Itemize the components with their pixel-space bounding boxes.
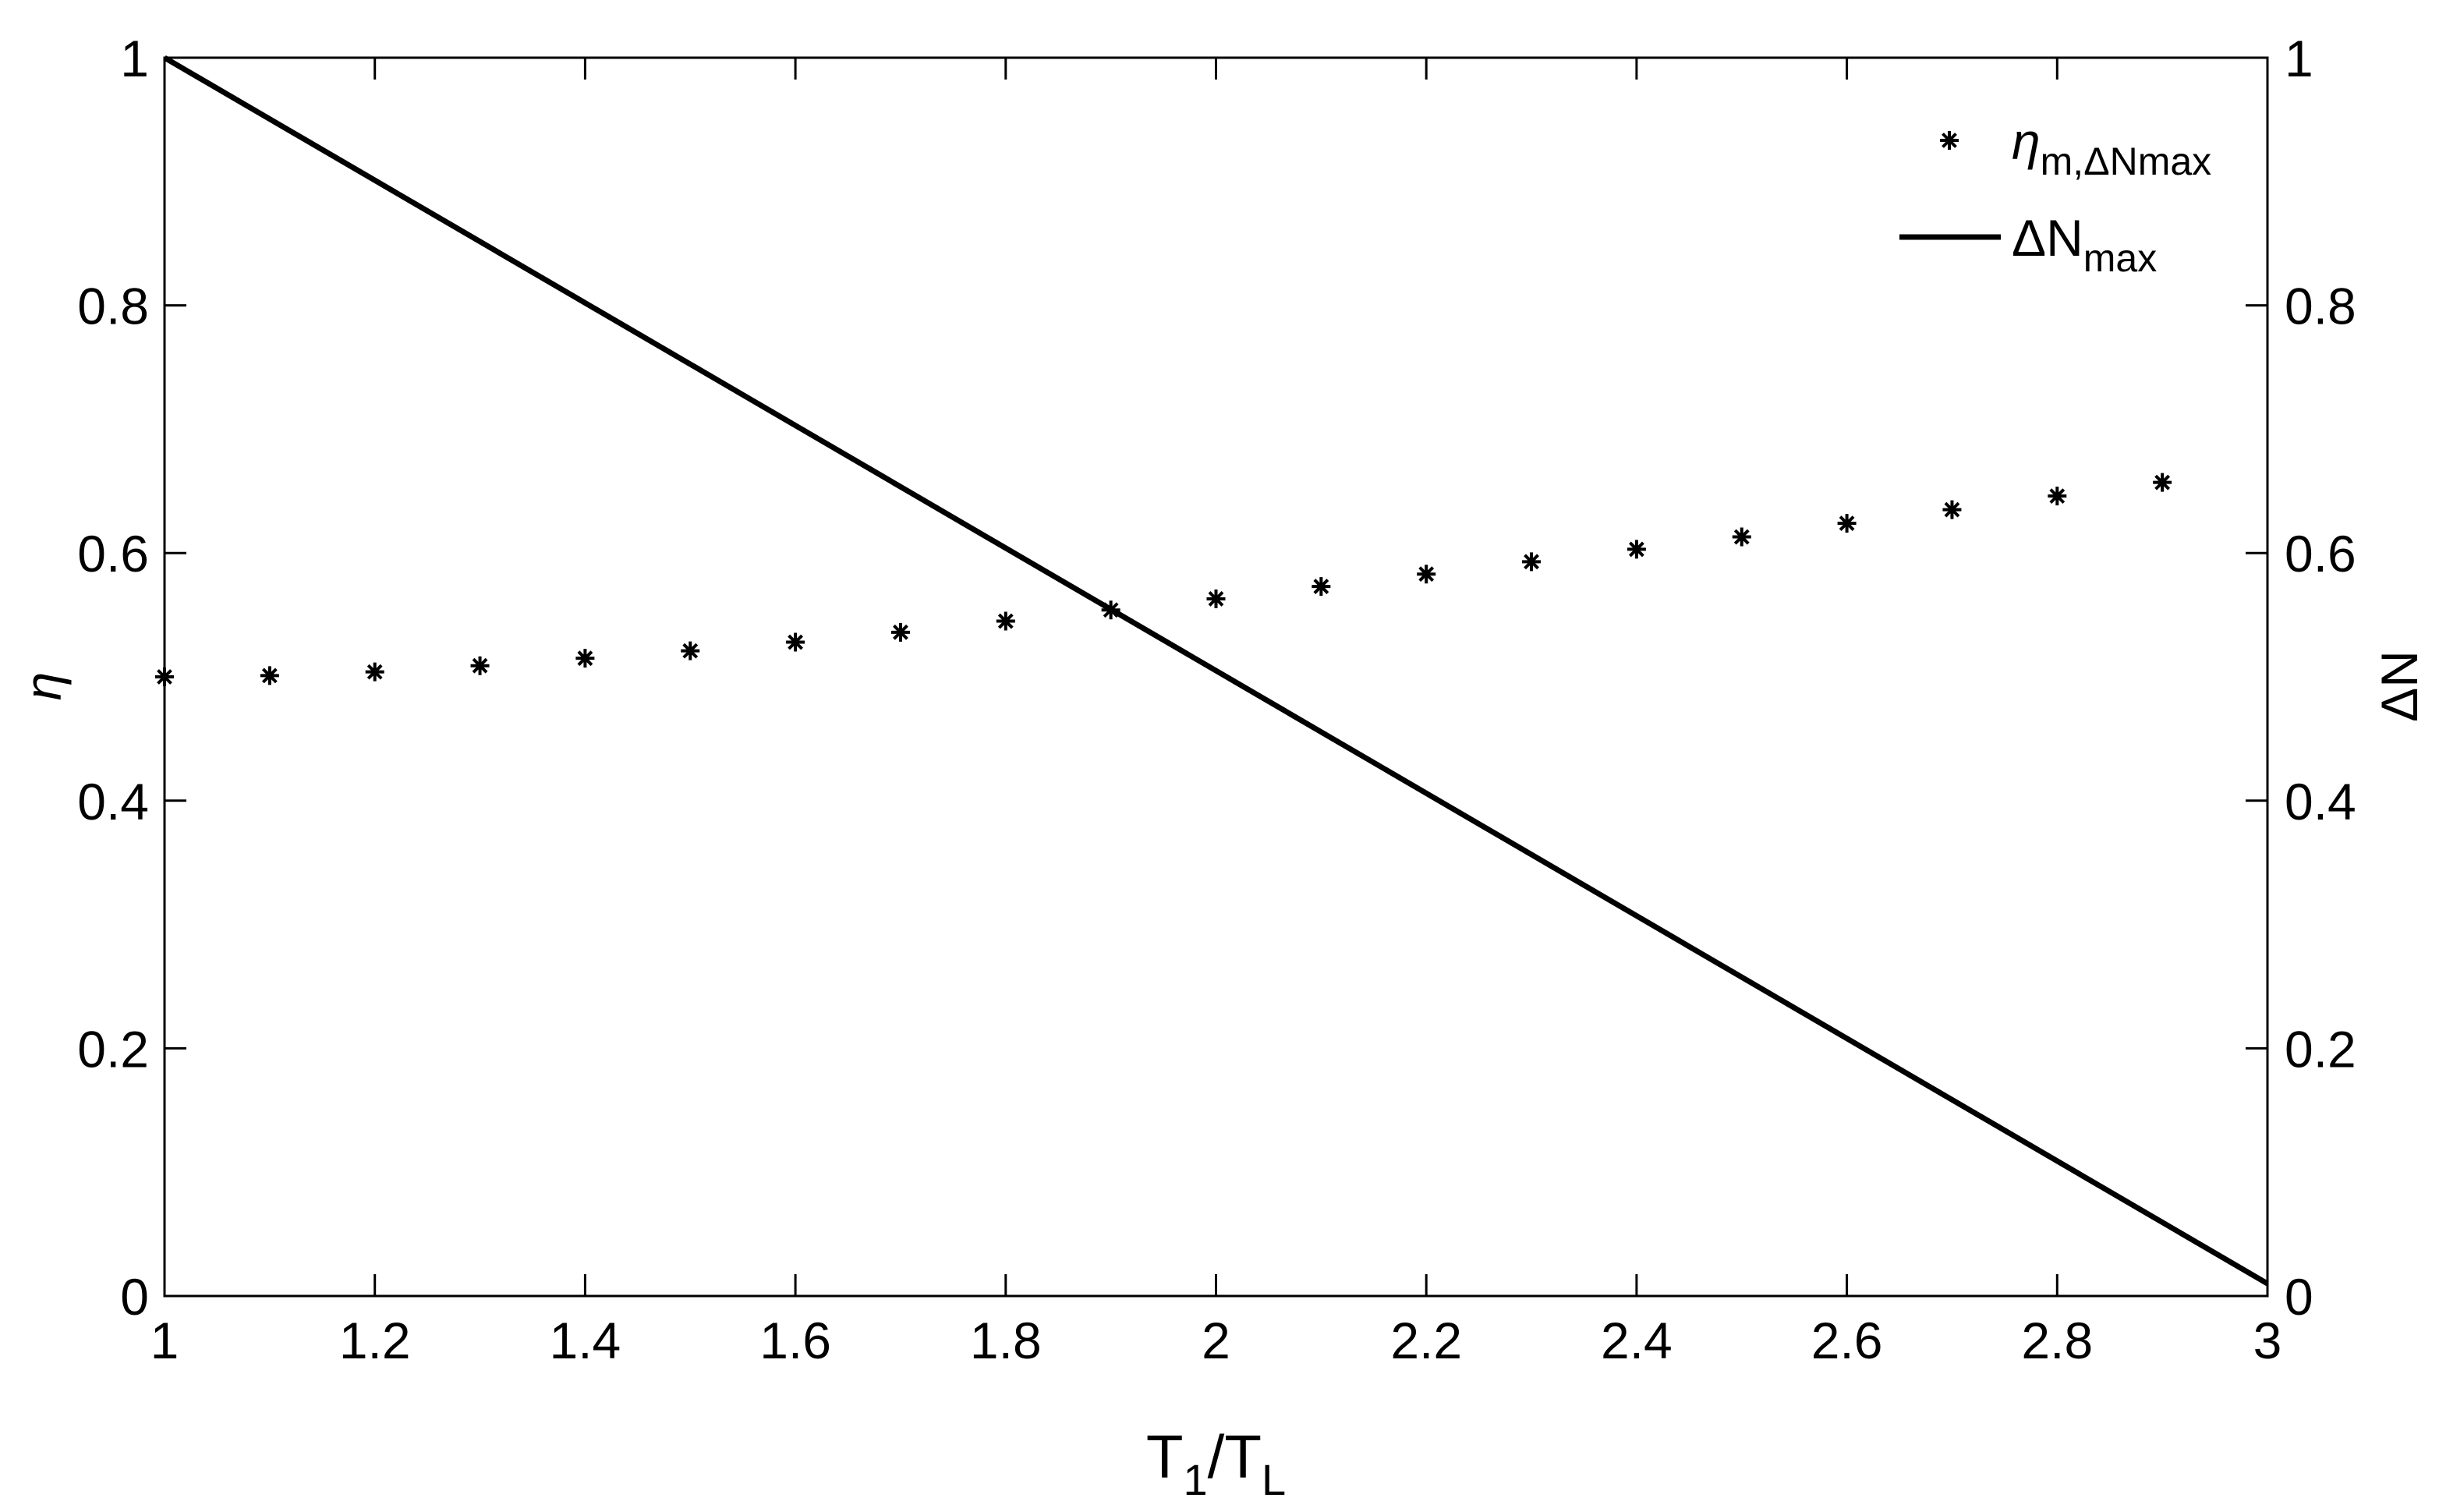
legend-label-part: max: [2083, 236, 2157, 280]
data-point: [786, 632, 805, 652]
x-axis-label-part: L: [1262, 1455, 1286, 1504]
x-tick-label: 2.2: [1390, 1312, 1462, 1369]
legend-label: ΔNmax: [2012, 209, 2157, 280]
data-point: [1417, 565, 1436, 584]
y2-tick-label: 0.4: [2285, 773, 2356, 830]
y2-axis-label: ΔN: [2370, 650, 2428, 722]
y-tick-label: 0: [120, 1268, 149, 1326]
legend-label-part: η: [2012, 112, 2041, 170]
data-point: [260, 666, 279, 685]
data-point: [1942, 500, 1962, 519]
data-point: [1627, 540, 1646, 559]
data-point: [575, 649, 595, 668]
x-tick-label: 1.8: [970, 1312, 1042, 1369]
y-axis-label: η: [14, 672, 72, 701]
y-tick-label: 0.6: [77, 525, 149, 582]
legend-label-part: ΔN: [2012, 209, 2083, 267]
data-line: [163, 55, 2269, 1287]
data-point: [2048, 487, 2067, 506]
data-point: [1837, 514, 1857, 533]
x-tick-label: 1.4: [550, 1312, 621, 1369]
data-point: [1312, 577, 1331, 597]
x-tick-label: 2.8: [2021, 1312, 2093, 1369]
y-tick-label: 0.2: [77, 1020, 149, 1078]
x-axis-label-part: T: [1146, 1422, 1184, 1491]
x-tick-label: 2.4: [1601, 1312, 1673, 1369]
y2-tick-label: 0.2: [2285, 1020, 2356, 1078]
x-tick-label: 2: [1202, 1312, 1230, 1369]
legend-marker: [1940, 131, 1959, 150]
legend-label: ηm,ΔNmax: [2012, 112, 2211, 183]
x-tick-label: 2.6: [1811, 1312, 1883, 1369]
data-point: [996, 611, 1015, 631]
y2-tick-label: 0.8: [2285, 278, 2356, 335]
x-axis-label: T1/TL: [1146, 1422, 1286, 1504]
x-tick-label: 1.6: [759, 1312, 831, 1369]
data-point: [890, 622, 910, 642]
data-point: [681, 641, 700, 660]
data-point: [155, 667, 174, 686]
y2-tick-label: 1: [2285, 30, 2313, 87]
data-point: [2153, 473, 2172, 492]
data-point: [470, 656, 490, 675]
x-axis-label-part: 1: [1184, 1455, 1208, 1504]
y2-tick-label: 0.6: [2285, 525, 2356, 582]
x-axis-label-part: /T: [1208, 1422, 1262, 1491]
data-point: [1732, 527, 1751, 547]
legend-label-part: m,ΔNmax: [2041, 140, 2212, 183]
y2-tick-label: 0: [2285, 1268, 2313, 1326]
x-tick-label: 1: [150, 1312, 179, 1369]
y-tick-label: 1: [120, 30, 149, 87]
y-tick-label: 0.4: [77, 773, 149, 830]
x-tick-label: 3: [2253, 1312, 2282, 1369]
y-tick-label: 0.8: [77, 278, 149, 335]
data-point: [1522, 552, 1542, 572]
data-point: [1206, 589, 1226, 608]
x-tick-label: 1.2: [339, 1312, 411, 1369]
data-point: [365, 662, 384, 682]
